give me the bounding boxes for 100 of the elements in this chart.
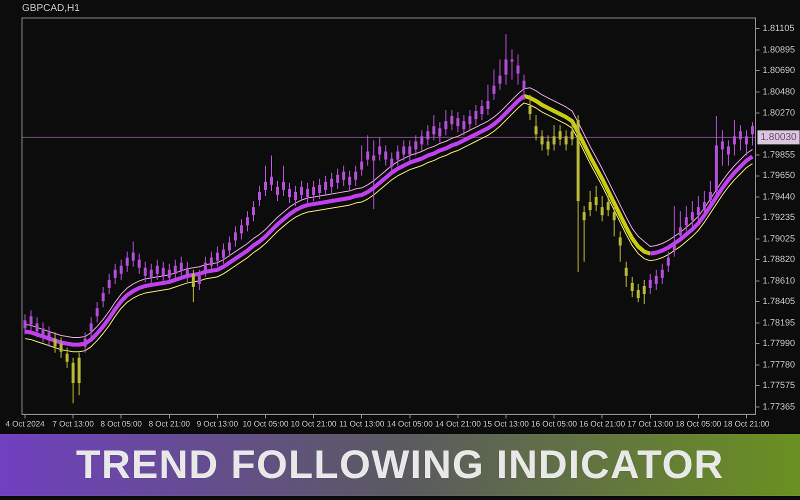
x-tick-label: 9 Oct 13:00 bbox=[196, 419, 239, 428]
y-tick-label: 1.81105 bbox=[762, 23, 794, 34]
candlestick bbox=[288, 182, 292, 204]
candlestick bbox=[678, 210, 682, 242]
candlestick bbox=[570, 120, 574, 146]
candlestick bbox=[516, 54, 520, 86]
candlestick bbox=[240, 218, 243, 240]
candlestick bbox=[24, 314, 27, 336]
candlestick bbox=[360, 144, 364, 176]
x-tick-label: 11 Oct 13:00 bbox=[339, 419, 385, 428]
candlestick bbox=[36, 316, 39, 338]
x-tick-label: 15 Oct 13:00 bbox=[483, 419, 530, 428]
candlestick bbox=[216, 246, 219, 268]
candlestick bbox=[138, 253, 141, 274]
candlestick bbox=[186, 261, 189, 282]
candlestick bbox=[144, 261, 147, 282]
candlestick bbox=[660, 263, 664, 284]
candlestick bbox=[108, 273, 111, 295]
candlestick bbox=[348, 170, 352, 192]
candlestick bbox=[414, 134, 418, 156]
candlestick bbox=[246, 210, 249, 232]
y-tick-label: 1.78195 bbox=[762, 317, 796, 328]
candlestick bbox=[354, 165, 358, 186]
candlestick bbox=[522, 74, 526, 100]
candlestick bbox=[162, 261, 165, 282]
candlestick bbox=[594, 185, 598, 212]
x-tick-label: 8 Oct 05:00 bbox=[100, 419, 142, 428]
candlestick bbox=[66, 347, 69, 368]
candlestick bbox=[306, 182, 310, 204]
y-tick-label: 1.77365 bbox=[762, 401, 796, 412]
x-tick-label: 14 Oct 21:00 bbox=[434, 419, 482, 428]
candlestick bbox=[198, 269, 201, 291]
candlestick bbox=[612, 206, 616, 237]
candlestick bbox=[312, 180, 316, 202]
y-tick-label: 1.77780 bbox=[762, 359, 796, 370]
x-tick-label: 16 Oct 21:00 bbox=[579, 419, 626, 428]
candlestick bbox=[60, 337, 63, 358]
candlestick bbox=[564, 130, 568, 151]
candlestick bbox=[114, 263, 117, 284]
candlestick bbox=[384, 144, 388, 166]
candlestick bbox=[378, 136, 382, 162]
candlestick bbox=[444, 110, 448, 136]
candlestick bbox=[192, 269, 195, 303]
y-tick-label: 1.80270 bbox=[762, 108, 796, 118]
candlestick bbox=[636, 283, 640, 303]
candlestick bbox=[690, 200, 694, 227]
candlestick bbox=[42, 322, 45, 344]
candlestick bbox=[300, 180, 304, 202]
candlestick bbox=[204, 256, 207, 278]
candlestick bbox=[474, 104, 478, 126]
candlestick bbox=[120, 259, 123, 280]
candlestick bbox=[132, 240, 135, 268]
candlestick bbox=[606, 195, 610, 217]
x-tick-label: 17 Oct 13:00 bbox=[627, 419, 674, 428]
y-tick-label: 1.78405 bbox=[762, 296, 796, 306]
candlestick bbox=[654, 269, 658, 291]
candlestick bbox=[180, 256, 183, 278]
candlestick bbox=[234, 226, 237, 248]
candlestick bbox=[684, 206, 688, 232]
candlestick bbox=[168, 263, 171, 284]
x-tick-label: 14 Oct 05:00 bbox=[386, 419, 434, 428]
x-tick-label: 18 Oct 05:00 bbox=[675, 419, 722, 428]
candlestick bbox=[498, 58, 502, 90]
candlestick bbox=[270, 155, 273, 192]
candlestick bbox=[588, 190, 592, 217]
y-tick-label: 1.79025 bbox=[762, 233, 796, 244]
text: TREND FOLLOWING INDICATOR bbox=[76, 442, 724, 488]
y-tick-label: 1.79855 bbox=[762, 150, 796, 160]
x-tick-label: 8 Oct 21:00 bbox=[148, 419, 191, 428]
candlestick bbox=[558, 124, 562, 146]
candlestick bbox=[366, 134, 370, 166]
candlestick bbox=[540, 130, 544, 151]
candlestick bbox=[330, 172, 334, 194]
candlestick bbox=[30, 310, 33, 331]
y-tick-label: 1.78610 bbox=[762, 275, 796, 286]
y-tick-label: 1.79440 bbox=[762, 191, 796, 202]
candlestick bbox=[750, 122, 754, 146]
candlestick bbox=[642, 279, 646, 305]
candlestick bbox=[252, 200, 255, 222]
candlestick bbox=[426, 124, 430, 146]
candlestick bbox=[468, 110, 472, 131]
candlestick bbox=[720, 130, 724, 166]
candlestick bbox=[504, 34, 508, 86]
y-tick-label: 1.77575 bbox=[762, 380, 796, 390]
x-tick-label: 16 Oct 05:00 bbox=[531, 419, 578, 428]
candlestick bbox=[708, 180, 712, 207]
candlestick bbox=[546, 134, 550, 156]
candlestick bbox=[582, 206, 586, 262]
candlestick bbox=[336, 168, 340, 190]
candlestick bbox=[456, 112, 460, 133]
candlestick bbox=[90, 316, 93, 338]
candlestick bbox=[222, 243, 225, 264]
candlestick bbox=[552, 124, 556, 151]
y-tick-label: 1.79235 bbox=[762, 212, 796, 222]
candlestick bbox=[672, 206, 676, 258]
candlestick bbox=[630, 276, 634, 298]
candlestick bbox=[402, 140, 406, 162]
candlestick bbox=[324, 175, 328, 196]
ref-line-label: 1.80030 bbox=[760, 132, 798, 144]
candlestick bbox=[432, 114, 436, 141]
